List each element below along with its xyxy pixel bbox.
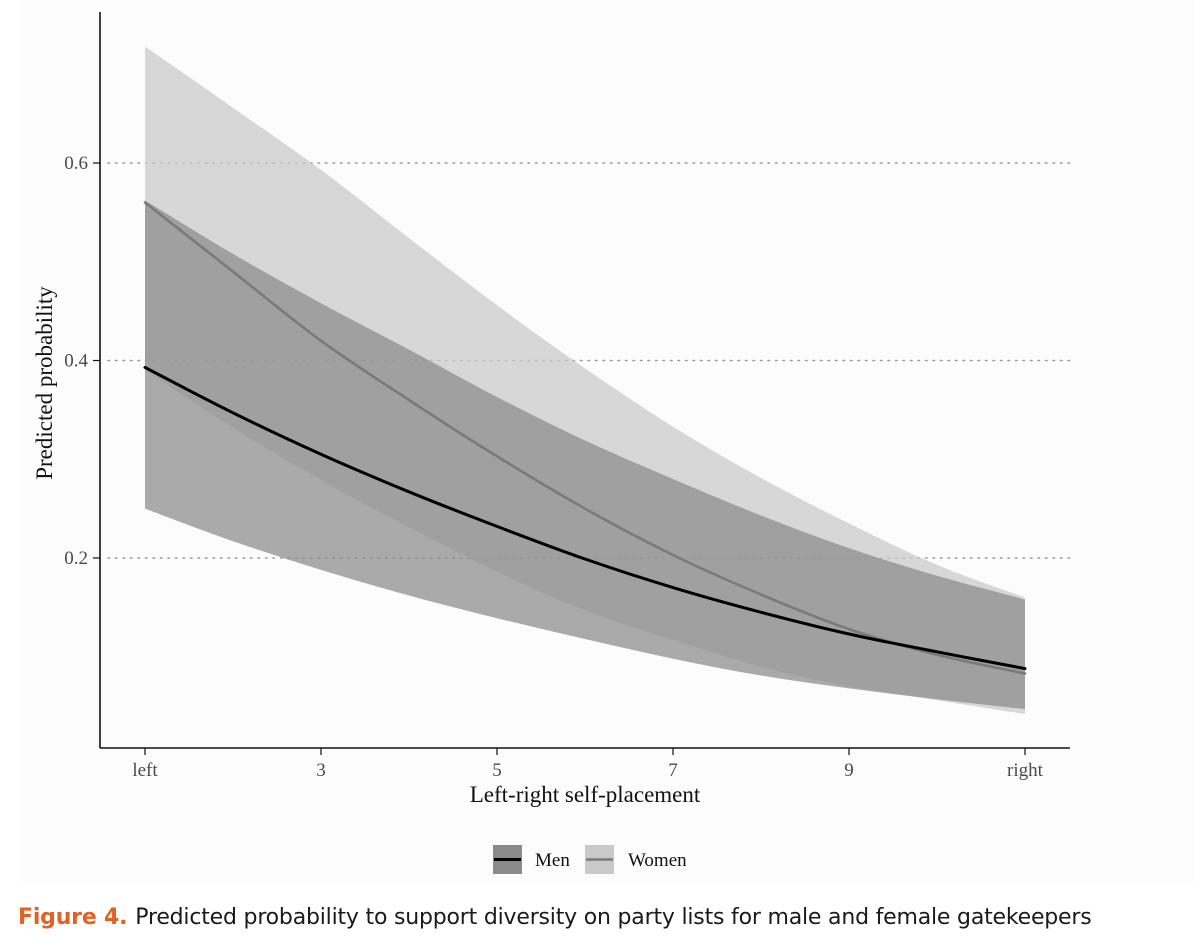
figure-caption-text: Predicted probability to support diversi… [135,905,1092,930]
series-lines [143,201,1027,675]
line-men [143,365,1027,671]
legend-label-women: Women [628,850,687,871]
y-axis-ticks: 0.2 0.4 0.6 [64,153,100,569]
confidence-bands [145,46,1025,714]
figure-caption: Figure 4. Predicted probability to suppor… [18,904,1188,932]
legend: Men Women [493,845,687,874]
x-tick-label-7: 7 [668,760,678,781]
x-tick-label-3: 3 [316,760,326,781]
y-tick-label-0.6: 0.6 [64,153,88,174]
x-tick-label-5: 5 [492,760,502,781]
x-tick-label-9: 9 [844,760,854,781]
x-tick-label-left: left [132,760,158,781]
y-tick-label-0.4: 0.4 [64,351,88,372]
y-tick-label-0.2: 0.2 [64,548,88,569]
band-men [145,200,1025,710]
y-axis-title: Predicted probability [32,286,57,480]
figure-caption-label: Figure 4. [18,905,128,930]
x-axis-title: Left-right self-placement [470,782,701,807]
x-tick-label-right: right [1007,760,1044,781]
x-axis-ticks: left 3 5 7 9 right [132,748,1044,781]
line-women [143,201,1027,675]
axes [99,12,1070,749]
legend-label-men: Men [535,850,570,871]
